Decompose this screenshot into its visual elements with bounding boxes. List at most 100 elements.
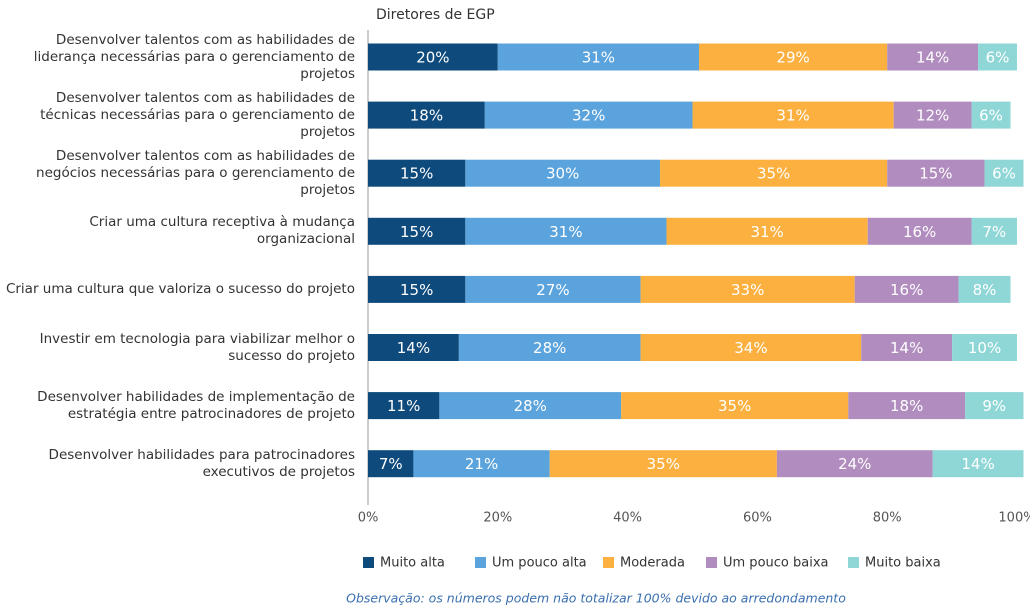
bar-segment [497, 43, 699, 71]
value-label: 24% [838, 455, 871, 473]
x-tick-label: 100% [998, 511, 1030, 526]
legend-swatch [848, 557, 859, 568]
category-label: Criar uma cultura que valoriza o sucesso… [5, 280, 355, 297]
value-label: 6% [986, 49, 1010, 67]
bar-segment [958, 275, 1011, 303]
category-label: Criar uma cultura receptiva à mudança or… [89, 214, 355, 248]
value-label: 6% [992, 165, 1016, 183]
bar-segment [484, 101, 693, 129]
bar-segment [932, 450, 1024, 478]
value-label: 30% [546, 165, 579, 183]
category-label: Desenvolver talentos com as habilidades … [33, 31, 355, 82]
bar-segment [368, 275, 466, 303]
value-label: 31% [582, 49, 615, 67]
value-label: 33% [731, 281, 764, 299]
bar-segment [458, 334, 641, 361]
bar-segment [848, 392, 966, 420]
value-label: 8% [973, 281, 997, 299]
legend-label: Muito baixa [865, 556, 941, 571]
bar-segment [640, 334, 862, 361]
value-label: 35% [757, 165, 790, 183]
bar-segment [887, 43, 979, 71]
legend-swatch [363, 557, 374, 568]
bar-segment [465, 159, 661, 187]
bar-segment [971, 101, 1011, 129]
bar-segment [893, 101, 972, 129]
category-label: Desenvolver habilidades de implementação… [37, 388, 355, 422]
x-tick-label: 20% [483, 511, 512, 526]
bar-segment [887, 159, 985, 187]
legend-label: Um pouco baixa [723, 556, 828, 571]
value-label: 14% [961, 455, 994, 473]
value-label: 7% [982, 223, 1006, 241]
bar-segment [465, 275, 641, 303]
value-label: 9% [982, 397, 1006, 415]
bar-segment [549, 450, 777, 478]
value-label: 15% [400, 223, 433, 241]
bar-segment [439, 392, 622, 420]
bar-segment [666, 217, 868, 245]
legend-label: Moderada [620, 556, 685, 571]
value-label: 29% [776, 49, 809, 67]
value-label: 14% [890, 339, 923, 357]
bar-segment [660, 159, 888, 187]
legend-swatch [706, 557, 717, 568]
bar-segment [692, 101, 894, 129]
bar-segment [854, 275, 959, 303]
bar-segment [861, 334, 953, 361]
bar-segment [368, 392, 440, 420]
bar-segment [952, 334, 1017, 361]
value-label: 12% [916, 107, 949, 125]
bar-segment [368, 43, 498, 71]
legend-label: Muito alta [380, 556, 445, 571]
x-tick-label: 80% [873, 511, 902, 526]
value-label: 35% [718, 397, 751, 415]
value-label: 31% [776, 107, 809, 125]
value-label: 28% [514, 397, 547, 415]
value-label: 14% [397, 339, 430, 357]
bar-segment [368, 159, 466, 187]
value-label: 11% [387, 397, 420, 415]
value-label: 6% [979, 107, 1003, 125]
value-label: 10% [968, 339, 1001, 357]
value-label: 20% [416, 49, 449, 67]
value-label: 35% [647, 455, 680, 473]
category-label: Desenvolver habilidades para patrocinado… [48, 446, 355, 480]
bar-segment [776, 450, 933, 478]
value-label: 15% [919, 165, 952, 183]
bar-segment [978, 43, 1017, 71]
bar-segment [621, 392, 849, 420]
value-label: 14% [916, 49, 949, 67]
x-tick-label: 0% [358, 511, 379, 526]
note: Observação: os números podem não totaliz… [346, 591, 846, 606]
value-label: 16% [890, 281, 923, 299]
bar-segment [368, 450, 414, 478]
value-label: 15% [400, 281, 433, 299]
value-label: 16% [903, 223, 936, 241]
x-tick-label: 60% [743, 511, 772, 526]
value-label: 7% [379, 455, 403, 473]
value-label: 15% [400, 165, 433, 183]
category-label: Desenvolver talentos com as habilidades … [36, 147, 355, 198]
bar-segment [368, 217, 466, 245]
bar-segment [971, 217, 1017, 245]
value-label: 31% [549, 223, 582, 241]
value-label: 21% [465, 455, 498, 473]
value-label: 27% [536, 281, 569, 299]
bar-segment [640, 275, 855, 303]
bar-segment [465, 217, 667, 245]
value-label: 32% [572, 107, 605, 125]
bar-segment [965, 392, 1024, 420]
legend-swatch [475, 557, 486, 568]
value-label: 31% [750, 223, 783, 241]
bar-segment [698, 43, 888, 71]
category-label: Investir em tecnologia para viabilizar m… [39, 330, 355, 364]
bar-segment [984, 159, 1024, 187]
chart-title: Diretores de EGP [376, 7, 495, 23]
value-label: 34% [734, 339, 767, 357]
value-label: 18% [890, 397, 923, 415]
value-label: 28% [533, 339, 566, 357]
category-label: Desenvolver talentos com as habilidades … [40, 89, 355, 140]
